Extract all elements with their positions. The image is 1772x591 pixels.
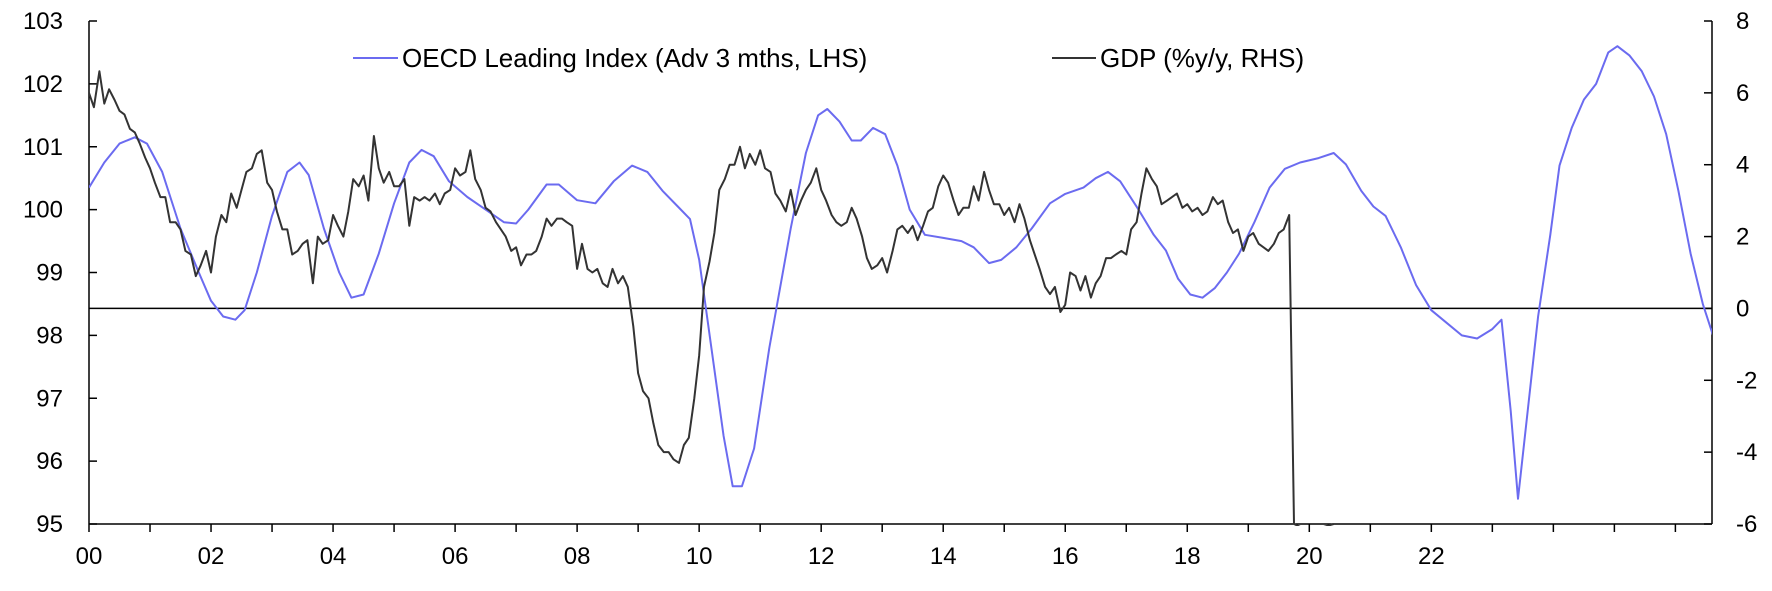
right-tick-label: 6 <box>1736 80 1749 107</box>
series-lines <box>89 45 1712 526</box>
right-tick-label: 2 <box>1736 224 1749 251</box>
legend-label: GDP (%y/y, RHS) <box>1100 43 1304 73</box>
series-line-oecd-leading-index <box>89 45 1712 500</box>
x-tick-label: 02 <box>198 543 225 570</box>
x-tick-label: 00 <box>76 543 103 570</box>
left-tick-label: 95 <box>36 511 63 538</box>
right-tick-label: 4 <box>1736 152 1749 179</box>
x-tick-label: 20 <box>1296 543 1323 570</box>
left-tick-label: 96 <box>36 448 63 475</box>
right-tick-label: 8 <box>1736 8 1749 35</box>
x-tick-label: 14 <box>930 543 957 570</box>
left-tick-label: 100 <box>23 197 63 224</box>
legend: OECD Leading Index (Adv 3 mths, LHS) GDP … <box>353 43 1304 73</box>
x-tick-label: 12 <box>808 543 835 570</box>
left-tick-label: 97 <box>36 385 63 412</box>
right-tick-label: -2 <box>1736 367 1757 394</box>
right-tick-label: -4 <box>1736 439 1757 466</box>
x-tick-label: 08 <box>564 543 591 570</box>
x-tick-label: 04 <box>320 543 347 570</box>
left-tick-label: 102 <box>23 71 63 98</box>
x-tick-label: 22 <box>1418 543 1445 570</box>
left-tick-label: 103 <box>23 8 63 35</box>
x-tick-label: 06 <box>442 543 469 570</box>
x-tick-label: 18 <box>1174 543 1201 570</box>
legend-label: OECD Leading Index (Adv 3 mths, LHS) <box>402 43 867 73</box>
left-tick-label: 101 <box>23 134 63 161</box>
right-tick-label: -6 <box>1736 511 1757 538</box>
series-line-gdp <box>89 70 1334 526</box>
left-tick-label: 98 <box>36 322 63 349</box>
x-tick-label: 16 <box>1052 543 1079 570</box>
x-tick-label: 10 <box>686 543 713 570</box>
left-tick-label: 99 <box>36 260 63 287</box>
right-tick-label: 0 <box>1736 295 1749 322</box>
